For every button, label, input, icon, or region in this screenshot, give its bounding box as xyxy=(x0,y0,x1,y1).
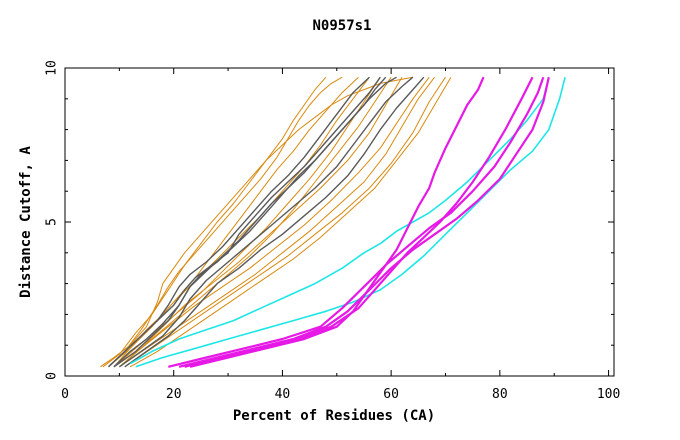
x-tick-label-80: 80 xyxy=(492,387,508,402)
series-line-cyan-1 xyxy=(129,77,550,365)
series-line-magenta-4 xyxy=(168,76,545,368)
series-line-gray-6 xyxy=(108,76,370,368)
series-line-gray-5 xyxy=(124,76,425,368)
series-line-magenta-3 xyxy=(178,76,550,368)
series-line-orange-11 xyxy=(129,76,452,368)
y-tick-label-0: 0 xyxy=(45,372,60,380)
series-line-orange-4 xyxy=(113,76,359,368)
series-line-orange-7 xyxy=(119,76,392,368)
x-tick-label-60: 60 xyxy=(383,387,399,402)
x-axis-label: Percent of Residues (CA) xyxy=(233,408,435,424)
y-tick-label-10: 10 xyxy=(45,60,60,76)
ticks-layer: 0 20 40 60 80 100 0 5 10 xyxy=(45,60,621,402)
series-line-orange-10 xyxy=(124,76,446,368)
x-tick-label-0: 0 xyxy=(61,387,69,402)
series-layer xyxy=(100,76,566,368)
x-tick-label-20: 20 xyxy=(166,387,182,402)
series-line-orange-3 xyxy=(108,76,343,368)
series-line-orange-2 xyxy=(102,76,327,368)
series-line-gray-4 xyxy=(118,76,414,368)
series-line-gray-3 xyxy=(113,76,397,368)
series-line-orange-8 xyxy=(113,76,430,368)
chart-title: N0957s1 xyxy=(312,18,371,34)
x-tick-label-100: 100 xyxy=(597,387,620,402)
x-tick-label-40: 40 xyxy=(275,387,291,402)
series-line-magenta-2 xyxy=(184,76,534,368)
y-axis-label: Distance Cutoff, A xyxy=(18,146,34,298)
series-line-magenta-1 xyxy=(189,76,485,368)
y-tick-label-5: 5 xyxy=(45,218,60,226)
series-line-cyan-2 xyxy=(135,77,566,368)
